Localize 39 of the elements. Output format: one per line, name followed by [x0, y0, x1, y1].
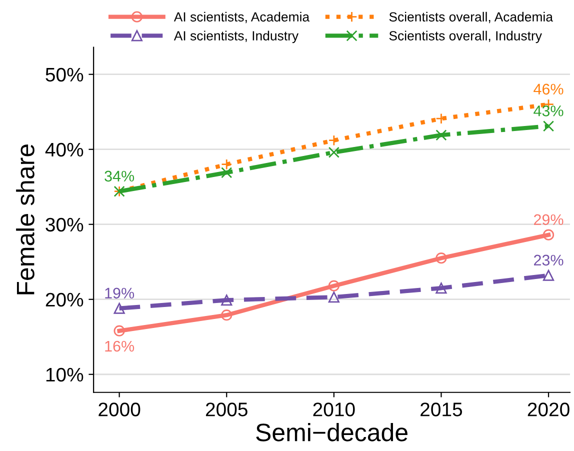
legend-label: AI scientists, Industry [174, 30, 299, 44]
point [221, 158, 232, 170]
point [221, 167, 232, 178]
point [542, 120, 554, 132]
data-label: 43% [534, 106, 564, 116]
point [328, 292, 340, 303]
data-label: 16% [105, 340, 134, 352]
data-label: 34% [104, 170, 134, 182]
y-tick-label: 50% [46, 68, 84, 82]
x-tick-label: 2010 [313, 402, 355, 416]
point [221, 310, 232, 321]
y-tick-label: 10% [46, 368, 84, 382]
point [436, 252, 447, 264]
x-tick-label: 2020 [528, 402, 570, 416]
x-tick-label: 2005 [206, 402, 248, 416]
point [221, 294, 232, 306]
point [436, 282, 447, 294]
legend-label: Scientists overall, Academia [389, 12, 553, 24]
point [436, 130, 447, 141]
data-label: 46% [534, 84, 564, 95]
data-label: 29% [534, 214, 564, 226]
point [328, 134, 340, 146]
x-tick-label: 2015 [420, 402, 462, 416]
point [114, 302, 125, 314]
point [328, 280, 340, 292]
data-label: 19% [105, 288, 134, 299]
point [328, 146, 340, 158]
legend-label: Scientists overall, Industry [389, 30, 542, 44]
data-label: 23% [534, 254, 564, 266]
x-tick-label: 2000 [98, 402, 140, 416]
point [542, 270, 554, 281]
y-tick-label: 40% [45, 142, 84, 157]
point [542, 229, 554, 240]
point [114, 325, 125, 336]
y-tick-label: 30% [46, 218, 84, 232]
y-tick-label: 20% [46, 292, 84, 307]
x-axis-title: Semi−decade [256, 422, 408, 442]
legend-label: AI scientists, Academia [174, 12, 310, 24]
y-axis-title: Female share [16, 144, 34, 294]
